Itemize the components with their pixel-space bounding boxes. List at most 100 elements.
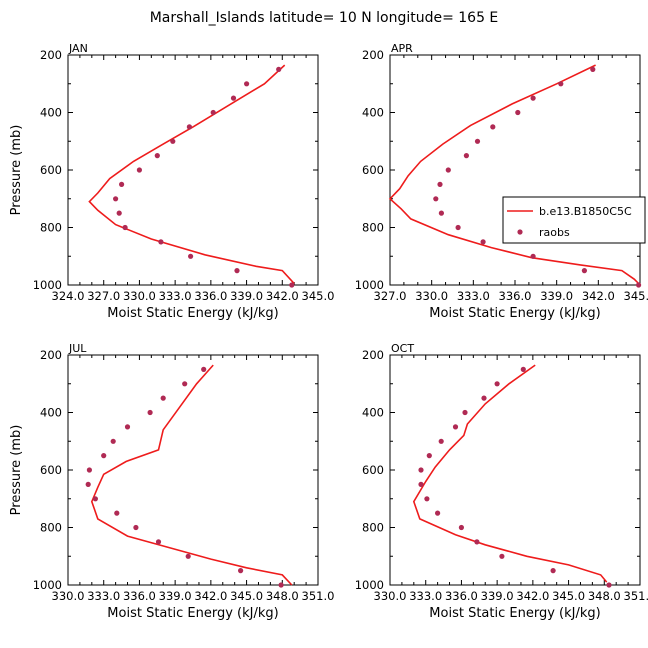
raobs-point xyxy=(92,496,98,502)
x-tick-label: 324.0 xyxy=(52,289,85,303)
raobs-point xyxy=(101,453,107,459)
legend-dot-swatch xyxy=(517,229,523,235)
raobs-point xyxy=(234,268,240,274)
y-tick-label: 400 xyxy=(362,106,384,120)
raobs-point xyxy=(119,181,125,187)
raobs-point xyxy=(520,366,526,372)
raobs-point xyxy=(463,153,469,159)
y-tick-label: 1000 xyxy=(355,278,384,292)
raobs-point xyxy=(86,467,92,473)
figure-title: Marshall_Islands latitude= 10 N longitud… xyxy=(150,10,499,26)
x-tick-label: 330.0 xyxy=(52,589,85,603)
raobs-point xyxy=(490,124,496,130)
x-tick-label: 333.0 xyxy=(87,589,120,603)
y-tick-label: 400 xyxy=(362,406,384,420)
x-tick-label: 339.0 xyxy=(540,289,573,303)
raobs-point xyxy=(124,424,131,430)
panel-oct: 330.0333.0336.0339.0342.0345.0348.0351.0… xyxy=(355,342,648,621)
panels: 324.0 327.0 330.0 333.0 336.0 339.0 342.0 345.0… xyxy=(9,42,648,621)
y-tick-label: 600 xyxy=(40,463,62,477)
panel-jan: 324.0 327.0 330.0 333.0 336.0 339.0 342.0 345.0… xyxy=(9,42,334,321)
x-tick-label: 336.0 xyxy=(445,589,478,603)
legend: b.e13.B1850C5C raobs xyxy=(502,196,646,244)
raobs-point xyxy=(278,582,284,588)
raobs-point xyxy=(530,95,536,101)
raobs-point xyxy=(606,582,612,588)
raobs-point xyxy=(155,539,162,545)
y-tick-label: 1000 xyxy=(33,578,62,592)
raobs-point xyxy=(515,109,521,116)
raobs-point xyxy=(474,539,480,545)
x-tick-label: 345.0 xyxy=(302,289,335,303)
raobs-point xyxy=(437,181,443,187)
y-axis-label: Pressure (mb) xyxy=(9,125,24,216)
panel-label: JAN xyxy=(68,42,88,55)
raobs-point xyxy=(481,395,487,401)
raobs-point xyxy=(160,395,166,401)
x-tick-label: 333.0 xyxy=(409,589,442,603)
raobs-point xyxy=(418,481,424,487)
legend-box xyxy=(502,196,646,244)
x-tick-label: 345.0 xyxy=(230,589,263,603)
model-profile-line xyxy=(88,64,295,285)
raobs-point xyxy=(210,109,216,116)
plot-frame xyxy=(389,354,641,586)
x-tick-label: 330.0 xyxy=(123,289,156,303)
y-tick-label: 400 xyxy=(40,106,62,120)
raobs-point xyxy=(230,95,237,101)
legend-label: raobs xyxy=(539,226,570,239)
raobs-point xyxy=(590,66,596,72)
raobs-point xyxy=(424,496,430,502)
raobs-point xyxy=(455,224,461,231)
raobs-point xyxy=(452,424,459,430)
model-profile-line xyxy=(412,364,608,583)
y-tick-label: 800 xyxy=(40,521,62,535)
y-tick-label: 800 xyxy=(40,221,62,235)
raobs-point xyxy=(186,124,192,130)
panel-apr: 327.0 330.0 333.0 336.0 339.0 342.0 345.0 200 40… xyxy=(355,42,648,321)
x-tick-label: 327.0 xyxy=(87,289,120,303)
raobs-point xyxy=(201,366,207,372)
y-tick-label: 200 xyxy=(40,348,62,362)
model-profile-line xyxy=(388,64,641,286)
y-tick-label: 1000 xyxy=(355,578,384,592)
y-tick-label: 400 xyxy=(40,406,62,420)
raobs-point xyxy=(480,239,486,245)
x-tick-label: 348.0 xyxy=(266,589,299,603)
raobs-point xyxy=(154,153,160,159)
raobs-point xyxy=(170,138,176,144)
raobs-point xyxy=(581,268,588,274)
raobs-point xyxy=(133,524,139,531)
raobs-point xyxy=(122,224,128,231)
x-tick-label: 333.0 xyxy=(457,289,490,303)
raobs-point xyxy=(438,210,444,216)
y-tick-label: 200 xyxy=(40,48,62,62)
raobs-point xyxy=(435,510,441,516)
x-axis-label: Moist Static Energy (kJ/kg) xyxy=(107,606,278,621)
raobs-point xyxy=(182,381,188,387)
raobs-point xyxy=(499,553,505,559)
y-tick-label: 1000 xyxy=(33,278,62,292)
raobs-point xyxy=(85,481,91,487)
raobs-point xyxy=(433,196,439,202)
x-tick-label: 345.0 xyxy=(624,289,648,303)
raobs-point xyxy=(494,381,500,387)
x-tick-label: 345.0 xyxy=(552,589,585,603)
legend-label: b.e13.B1850C5C xyxy=(539,205,632,218)
x-tick-label: 339.0 xyxy=(159,589,192,603)
raobs-point xyxy=(530,253,536,259)
raobs-point xyxy=(276,66,282,72)
raobs-point xyxy=(113,196,119,202)
x-tick-label: 342.0 xyxy=(266,289,299,303)
raobs-point xyxy=(185,553,191,559)
y-axis-label: Pressure (mb) xyxy=(9,425,24,516)
raobs-point xyxy=(114,510,120,516)
panel-label: APR xyxy=(391,42,413,55)
x-tick-label: 342.0 xyxy=(194,589,227,603)
raobs-point xyxy=(462,409,468,416)
y-tick-label: 200 xyxy=(362,348,384,362)
raobs-point xyxy=(158,239,164,245)
x-tick-label: 330.0 xyxy=(374,589,407,603)
raobs-point xyxy=(558,81,564,87)
